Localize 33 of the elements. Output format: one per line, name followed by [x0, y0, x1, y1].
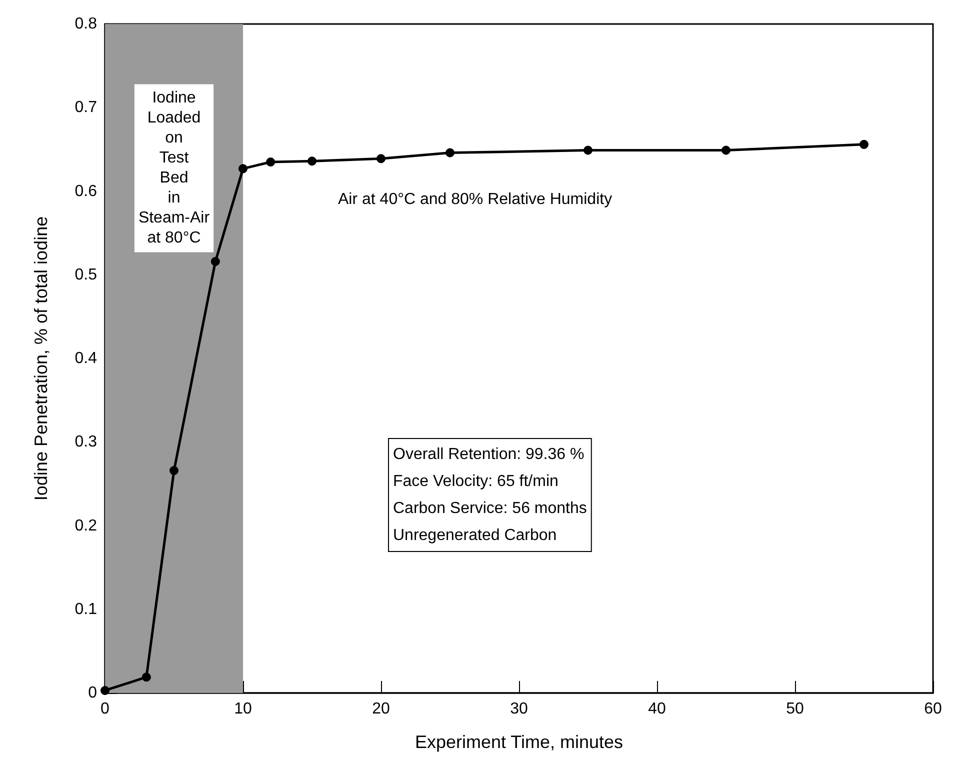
x-tick-label: 60 [924, 700, 942, 718]
point [100, 686, 110, 695]
y-tick-label: 0.2 [74, 517, 98, 534]
y-tick-label: 0.5 [74, 266, 98, 284]
point [308, 156, 316, 166]
point [860, 140, 868, 149]
y-tick-label: 0 [88, 684, 98, 702]
point [170, 466, 178, 476]
point [376, 154, 386, 164]
band-label: Iodine Loaded on Test Bed in Steam-Air at 80°C [138, 90, 210, 247]
y-tick-label: 0.8 [74, 16, 98, 32]
point [266, 157, 276, 166]
y-tick-label: 0.1 [74, 600, 98, 618]
y-tick-label: 0.3 [74, 434, 98, 451]
y-tick-label: 0.4 [74, 350, 98, 367]
annotation: Air at 40°C and 80% Relative Humidity [338, 191, 612, 208]
y-tick-label: 0.7 [74, 99, 98, 116]
x-tick-label: 0 [100, 700, 110, 718]
annotation: Overall Retention: 99.36 % Face Velocity: 65 ft/min Carbon Service: 56 months Unregenerated Carbon [393, 446, 587, 544]
x-tick-label: 20 [372, 700, 390, 718]
x-tick-label: 50 [786, 700, 804, 718]
x-tick-label: 40 [648, 700, 666, 718]
point [722, 146, 730, 155]
y-tick-label: 0.6 [74, 182, 98, 200]
x-axis-title: Experiment Time, minutes [414, 732, 624, 752]
x-tick-label: 10 [234, 700, 252, 718]
point [238, 164, 248, 174]
point [142, 672, 151, 682]
point [584, 146, 592, 155]
x-tick-label: 30 [510, 700, 528, 718]
point [210, 256, 220, 266]
point [446, 148, 454, 158]
y-axis-title: Iodine Penetration, % of total iodine [31, 216, 51, 501]
